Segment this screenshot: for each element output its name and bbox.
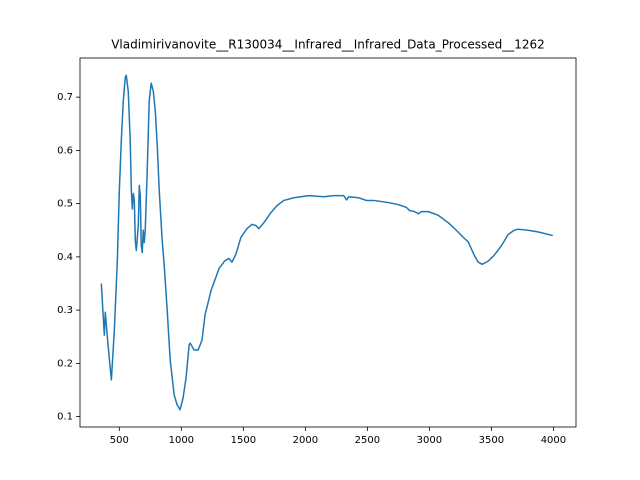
x-tick-label: 4000 — [541, 435, 566, 446]
x-tick-label: 500 — [110, 435, 129, 446]
plot-frame — [79, 57, 577, 428]
line-series — [100, 74, 553, 411]
y-tick-label: 0.7 — [57, 92, 73, 103]
x-tick-label: 3000 — [417, 435, 442, 446]
y-tick-label: 0.1 — [57, 412, 73, 423]
x-tick-label: 2000 — [293, 435, 318, 446]
x-tick-label: 3500 — [479, 435, 504, 446]
y-tick-label: 0.6 — [57, 145, 73, 156]
y-tick-label: 0.5 — [57, 199, 73, 210]
x-tick-label: 1500 — [231, 435, 256, 446]
y-tick-label: 0.4 — [57, 252, 73, 263]
y-tick-label: 0.3 — [57, 305, 73, 316]
x-tick-label: 1000 — [169, 435, 194, 446]
chart-title: Vladimirivanovite__R130034__Infrared__In… — [111, 38, 545, 52]
x-tick-label: 2500 — [355, 435, 380, 446]
y-tick-label: 0.2 — [57, 358, 73, 369]
